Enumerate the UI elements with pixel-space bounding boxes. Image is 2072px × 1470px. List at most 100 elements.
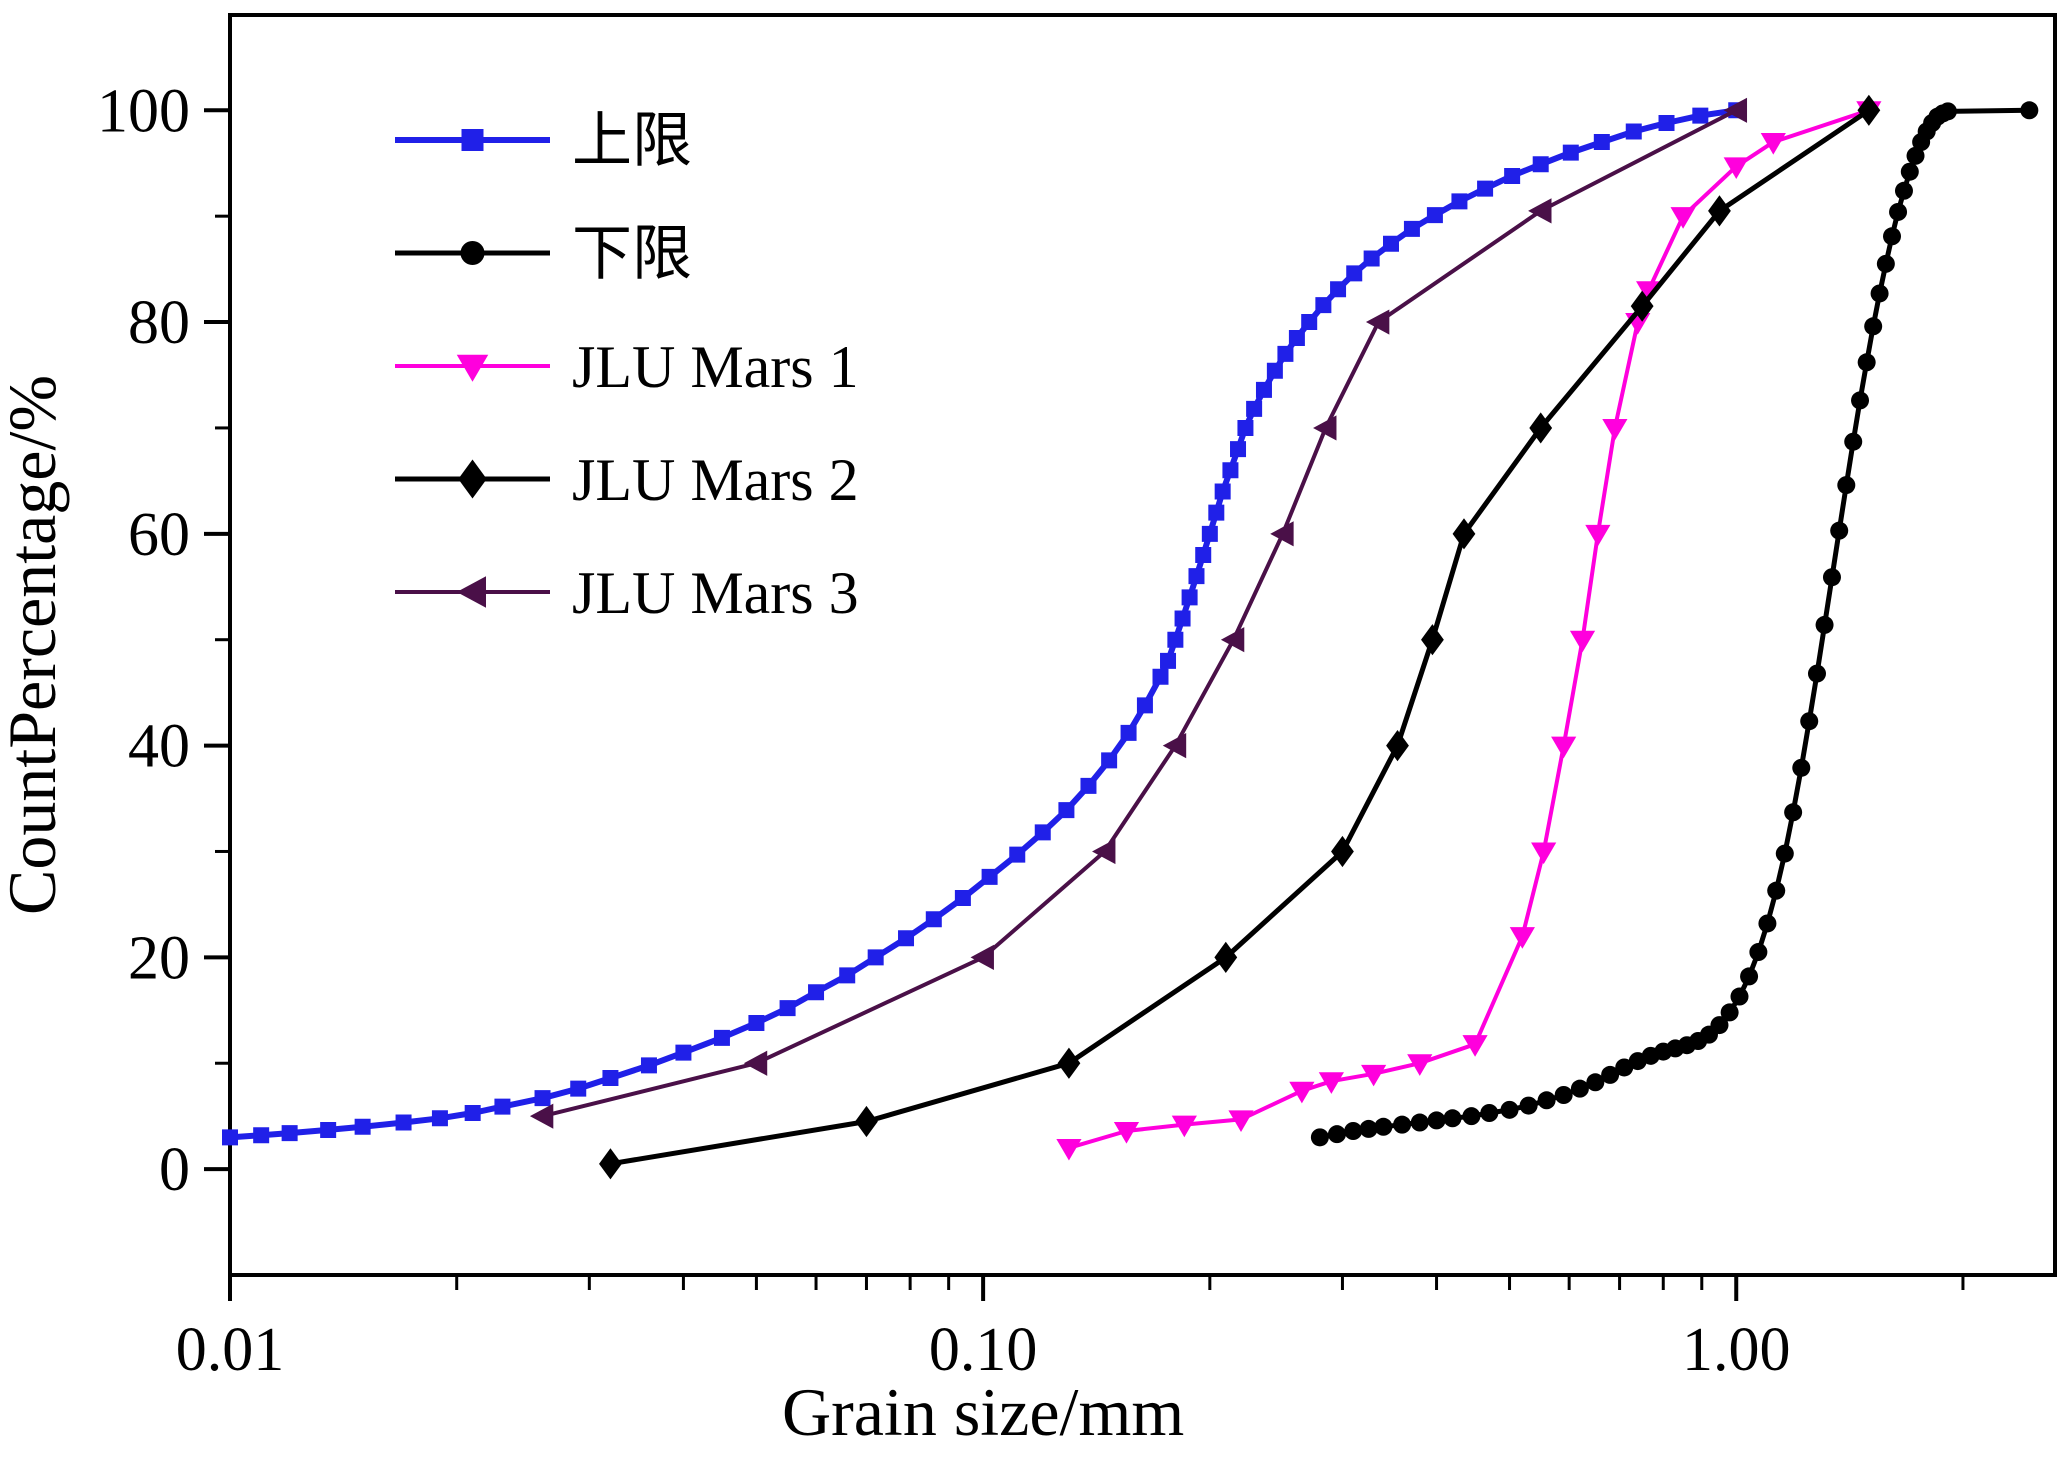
legend-label: JLU Mars 3 xyxy=(572,560,859,626)
series-1-marker xyxy=(1443,1109,1462,1128)
series-0-marker xyxy=(395,1114,412,1131)
legend-marker xyxy=(456,576,486,608)
series-0-marker xyxy=(1403,220,1420,237)
series-0-marker xyxy=(1532,156,1549,173)
series-4-marker xyxy=(1313,415,1337,441)
series-1-marker xyxy=(1894,181,1913,200)
series-3-marker xyxy=(1529,412,1553,444)
y-tick-label: 40 xyxy=(128,713,190,781)
series-2-marker xyxy=(1056,1138,1082,1161)
series-2-marker xyxy=(1569,630,1596,653)
series-1-marker xyxy=(1876,254,1895,273)
series-0-marker xyxy=(354,1118,371,1135)
series-1-marker xyxy=(1800,712,1819,731)
series-0-marker xyxy=(954,890,971,907)
series-1-marker xyxy=(1480,1104,1499,1122)
series-4-marker xyxy=(1723,97,1748,123)
series-1 xyxy=(1310,101,2039,1147)
series-4-marker xyxy=(1270,521,1294,547)
series-3-marker xyxy=(1857,94,1881,126)
series-0-marker xyxy=(1136,697,1153,714)
series-0-marker xyxy=(1382,235,1399,252)
series-1-marker xyxy=(1767,881,1786,900)
series-0-marker xyxy=(675,1044,692,1061)
series-1-marker xyxy=(1359,1119,1378,1138)
x-tick-label: 0.01 xyxy=(176,1316,285,1384)
series-0-marker xyxy=(839,967,856,984)
series-4-marker xyxy=(529,1103,554,1129)
legend-marker xyxy=(458,459,487,499)
y-axis: 0 20 40 60 80 100 xyxy=(97,77,230,1204)
series-0-marker xyxy=(808,984,825,1001)
series-0-marker xyxy=(713,1029,730,1046)
series-0-marker xyxy=(1346,265,1363,282)
series-0-marker xyxy=(1009,846,1026,863)
y-axis-label: CountPercentage/% xyxy=(0,375,70,915)
x-axis: 0.01 0.10 1.00 xyxy=(176,1275,1965,1384)
series-0-marker xyxy=(1181,589,1198,606)
series-2-marker xyxy=(1585,524,1611,547)
series-3-marker xyxy=(1708,195,1731,227)
y-tick-label: 100 xyxy=(97,77,190,145)
series-4-marker xyxy=(1365,309,1390,335)
series-1-marker xyxy=(1344,1122,1363,1140)
series-0-line xyxy=(227,107,1740,1141)
series-1-marker xyxy=(1586,1073,1605,1092)
series-0-marker xyxy=(1174,610,1191,627)
series-1-marker xyxy=(1570,1079,1589,1098)
series-0-marker xyxy=(602,1070,619,1087)
series-0-marker xyxy=(779,1000,796,1017)
series-1-marker xyxy=(1857,353,1876,372)
series-3-marker xyxy=(1214,941,1238,973)
series-0-marker xyxy=(1692,107,1709,124)
series-2-marker xyxy=(1531,842,1557,865)
series-2-marker xyxy=(1760,133,1786,155)
series-0-marker xyxy=(320,1121,337,1138)
series-0-marker xyxy=(1120,724,1137,741)
series-3-marker xyxy=(1452,518,1476,550)
series-4-marker xyxy=(1162,732,1187,759)
series-1-marker xyxy=(1775,844,1794,863)
series-1-marker xyxy=(1374,1117,1393,1136)
series-0-marker xyxy=(1058,802,1075,819)
series-0-marker xyxy=(1222,462,1239,479)
series-1-marker xyxy=(1870,284,1889,303)
x-axis-label: Grain size/mm xyxy=(782,1374,1184,1450)
legend-marker xyxy=(456,354,489,382)
series-1-marker xyxy=(1720,1003,1739,1022)
series-2-marker xyxy=(1602,418,1628,441)
series-0-marker xyxy=(1255,381,1272,398)
series-1-marker xyxy=(1730,987,1749,1006)
series-0-marker xyxy=(1152,668,1169,685)
series-0-marker xyxy=(1363,250,1380,267)
series-1-marker xyxy=(1500,1100,1519,1119)
series-2-marker xyxy=(1551,736,1577,759)
series-3-marker xyxy=(855,1105,878,1138)
series-3-marker xyxy=(1331,835,1354,868)
series-0-marker xyxy=(1214,483,1231,500)
series-1-marker xyxy=(1554,1086,1573,1104)
series-1-marker xyxy=(1792,758,1811,777)
series-4-marker xyxy=(743,1050,768,1076)
y-tick-label: 60 xyxy=(128,501,190,569)
series-0-marker xyxy=(494,1098,511,1115)
series-0-marker xyxy=(1330,281,1347,298)
series-1-marker xyxy=(1427,1111,1446,1130)
legend-label: 上限 xyxy=(572,108,692,174)
series-0-marker xyxy=(1101,752,1118,769)
legend-marker xyxy=(461,129,484,151)
series-0-marker xyxy=(898,930,915,947)
series-0-marker xyxy=(1426,207,1443,224)
series-1-marker xyxy=(1837,476,1856,495)
series-0-marker xyxy=(981,868,998,885)
series-1-marker xyxy=(1844,432,1863,451)
series-3-marker xyxy=(1057,1047,1081,1079)
series-0-marker xyxy=(1188,568,1205,585)
series-0-marker xyxy=(1477,180,1494,197)
series-2-line xyxy=(1066,108,1871,1150)
series-1-marker xyxy=(1784,803,1803,822)
series-2-marker xyxy=(1171,1115,1197,1138)
